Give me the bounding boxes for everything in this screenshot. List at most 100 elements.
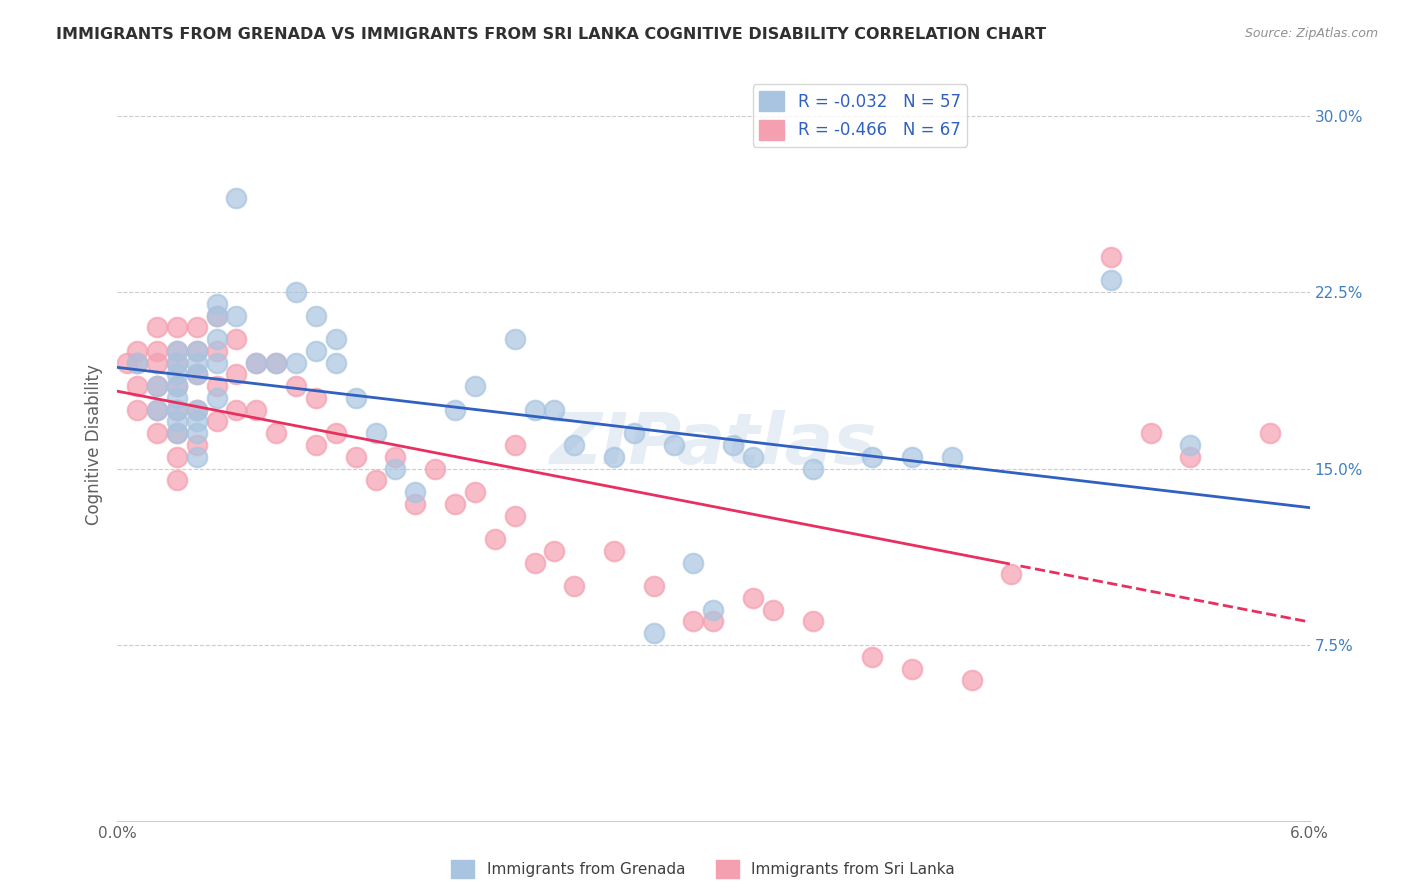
Point: [742, 591, 765, 605]
Point: [166, 426, 188, 441]
Point: [1000, 567, 1022, 582]
Point: [1099, 273, 1122, 287]
Point: [166, 402, 188, 417]
Point: [205, 356, 228, 370]
Point: [125, 356, 148, 370]
Point: [1180, 450, 1202, 464]
Point: [285, 285, 308, 299]
Point: [186, 343, 208, 358]
Point: [285, 379, 308, 393]
Point: [146, 379, 169, 393]
Point: [860, 649, 883, 664]
Point: [344, 450, 367, 464]
Point: [166, 379, 188, 393]
Point: [325, 356, 347, 370]
Point: [186, 402, 208, 417]
Point: [344, 391, 367, 405]
Point: [186, 320, 208, 334]
Point: [543, 402, 565, 417]
Point: [702, 615, 724, 629]
Point: [484, 532, 506, 546]
Text: ZIPatlas: ZIPatlas: [550, 410, 877, 480]
Point: [125, 343, 148, 358]
Point: [166, 356, 188, 370]
Point: [1139, 426, 1161, 441]
Point: [762, 603, 785, 617]
Point: [225, 368, 247, 382]
Point: [186, 450, 208, 464]
Point: [166, 343, 188, 358]
Point: [603, 544, 626, 558]
Point: [305, 343, 328, 358]
Point: [364, 426, 387, 441]
Point: [166, 402, 188, 417]
Point: [146, 356, 169, 370]
Point: [225, 332, 247, 346]
Point: [166, 356, 188, 370]
Point: [166, 343, 188, 358]
Point: [205, 414, 228, 428]
Point: [702, 603, 724, 617]
Point: [225, 309, 247, 323]
Point: [1180, 438, 1202, 452]
Point: [721, 438, 744, 452]
Point: [643, 626, 665, 640]
Legend: Immigrants from Grenada, Immigrants from Sri Lanka: Immigrants from Grenada, Immigrants from…: [446, 854, 960, 884]
Point: [264, 356, 287, 370]
Point: [901, 450, 924, 464]
Point: [205, 379, 228, 393]
Point: [305, 309, 328, 323]
Point: [503, 438, 526, 452]
Point: [623, 426, 645, 441]
Point: [186, 368, 208, 382]
Point: [941, 450, 963, 464]
Point: [166, 391, 188, 405]
Point: [523, 402, 546, 417]
Point: [603, 450, 626, 464]
Point: [186, 368, 208, 382]
Point: [146, 426, 169, 441]
Point: [166, 426, 188, 441]
Point: [166, 379, 188, 393]
Point: [205, 309, 228, 323]
Point: [166, 320, 188, 334]
Point: [543, 544, 565, 558]
Point: [146, 379, 169, 393]
Point: [166, 473, 188, 487]
Point: [503, 332, 526, 346]
Point: [562, 579, 585, 593]
Point: [860, 450, 883, 464]
Point: [146, 320, 169, 334]
Point: [1258, 426, 1281, 441]
Point: [245, 402, 267, 417]
Point: [643, 579, 665, 593]
Point: [186, 438, 208, 452]
Point: [146, 402, 169, 417]
Point: [523, 556, 546, 570]
Point: [444, 497, 467, 511]
Point: [245, 356, 267, 370]
Point: [146, 402, 169, 417]
Point: [225, 402, 247, 417]
Point: [245, 356, 267, 370]
Point: [444, 402, 467, 417]
Point: [503, 508, 526, 523]
Point: [285, 356, 308, 370]
Text: Source: ZipAtlas.com: Source: ZipAtlas.com: [1244, 27, 1378, 40]
Point: [960, 673, 983, 688]
Text: IMMIGRANTS FROM GRENADA VS IMMIGRANTS FROM SRI LANKA COGNITIVE DISABILITY CORREL: IMMIGRANTS FROM GRENADA VS IMMIGRANTS FR…: [56, 27, 1046, 42]
Point: [186, 356, 208, 370]
Point: [1099, 250, 1122, 264]
Point: [125, 379, 148, 393]
Point: [125, 402, 148, 417]
Point: [205, 297, 228, 311]
Point: [364, 473, 387, 487]
Point: [662, 438, 685, 452]
Point: [423, 461, 446, 475]
Point: [464, 379, 486, 393]
Point: [264, 356, 287, 370]
Point: [186, 343, 208, 358]
Point: [205, 332, 228, 346]
Point: [801, 615, 824, 629]
Point: [682, 556, 704, 570]
